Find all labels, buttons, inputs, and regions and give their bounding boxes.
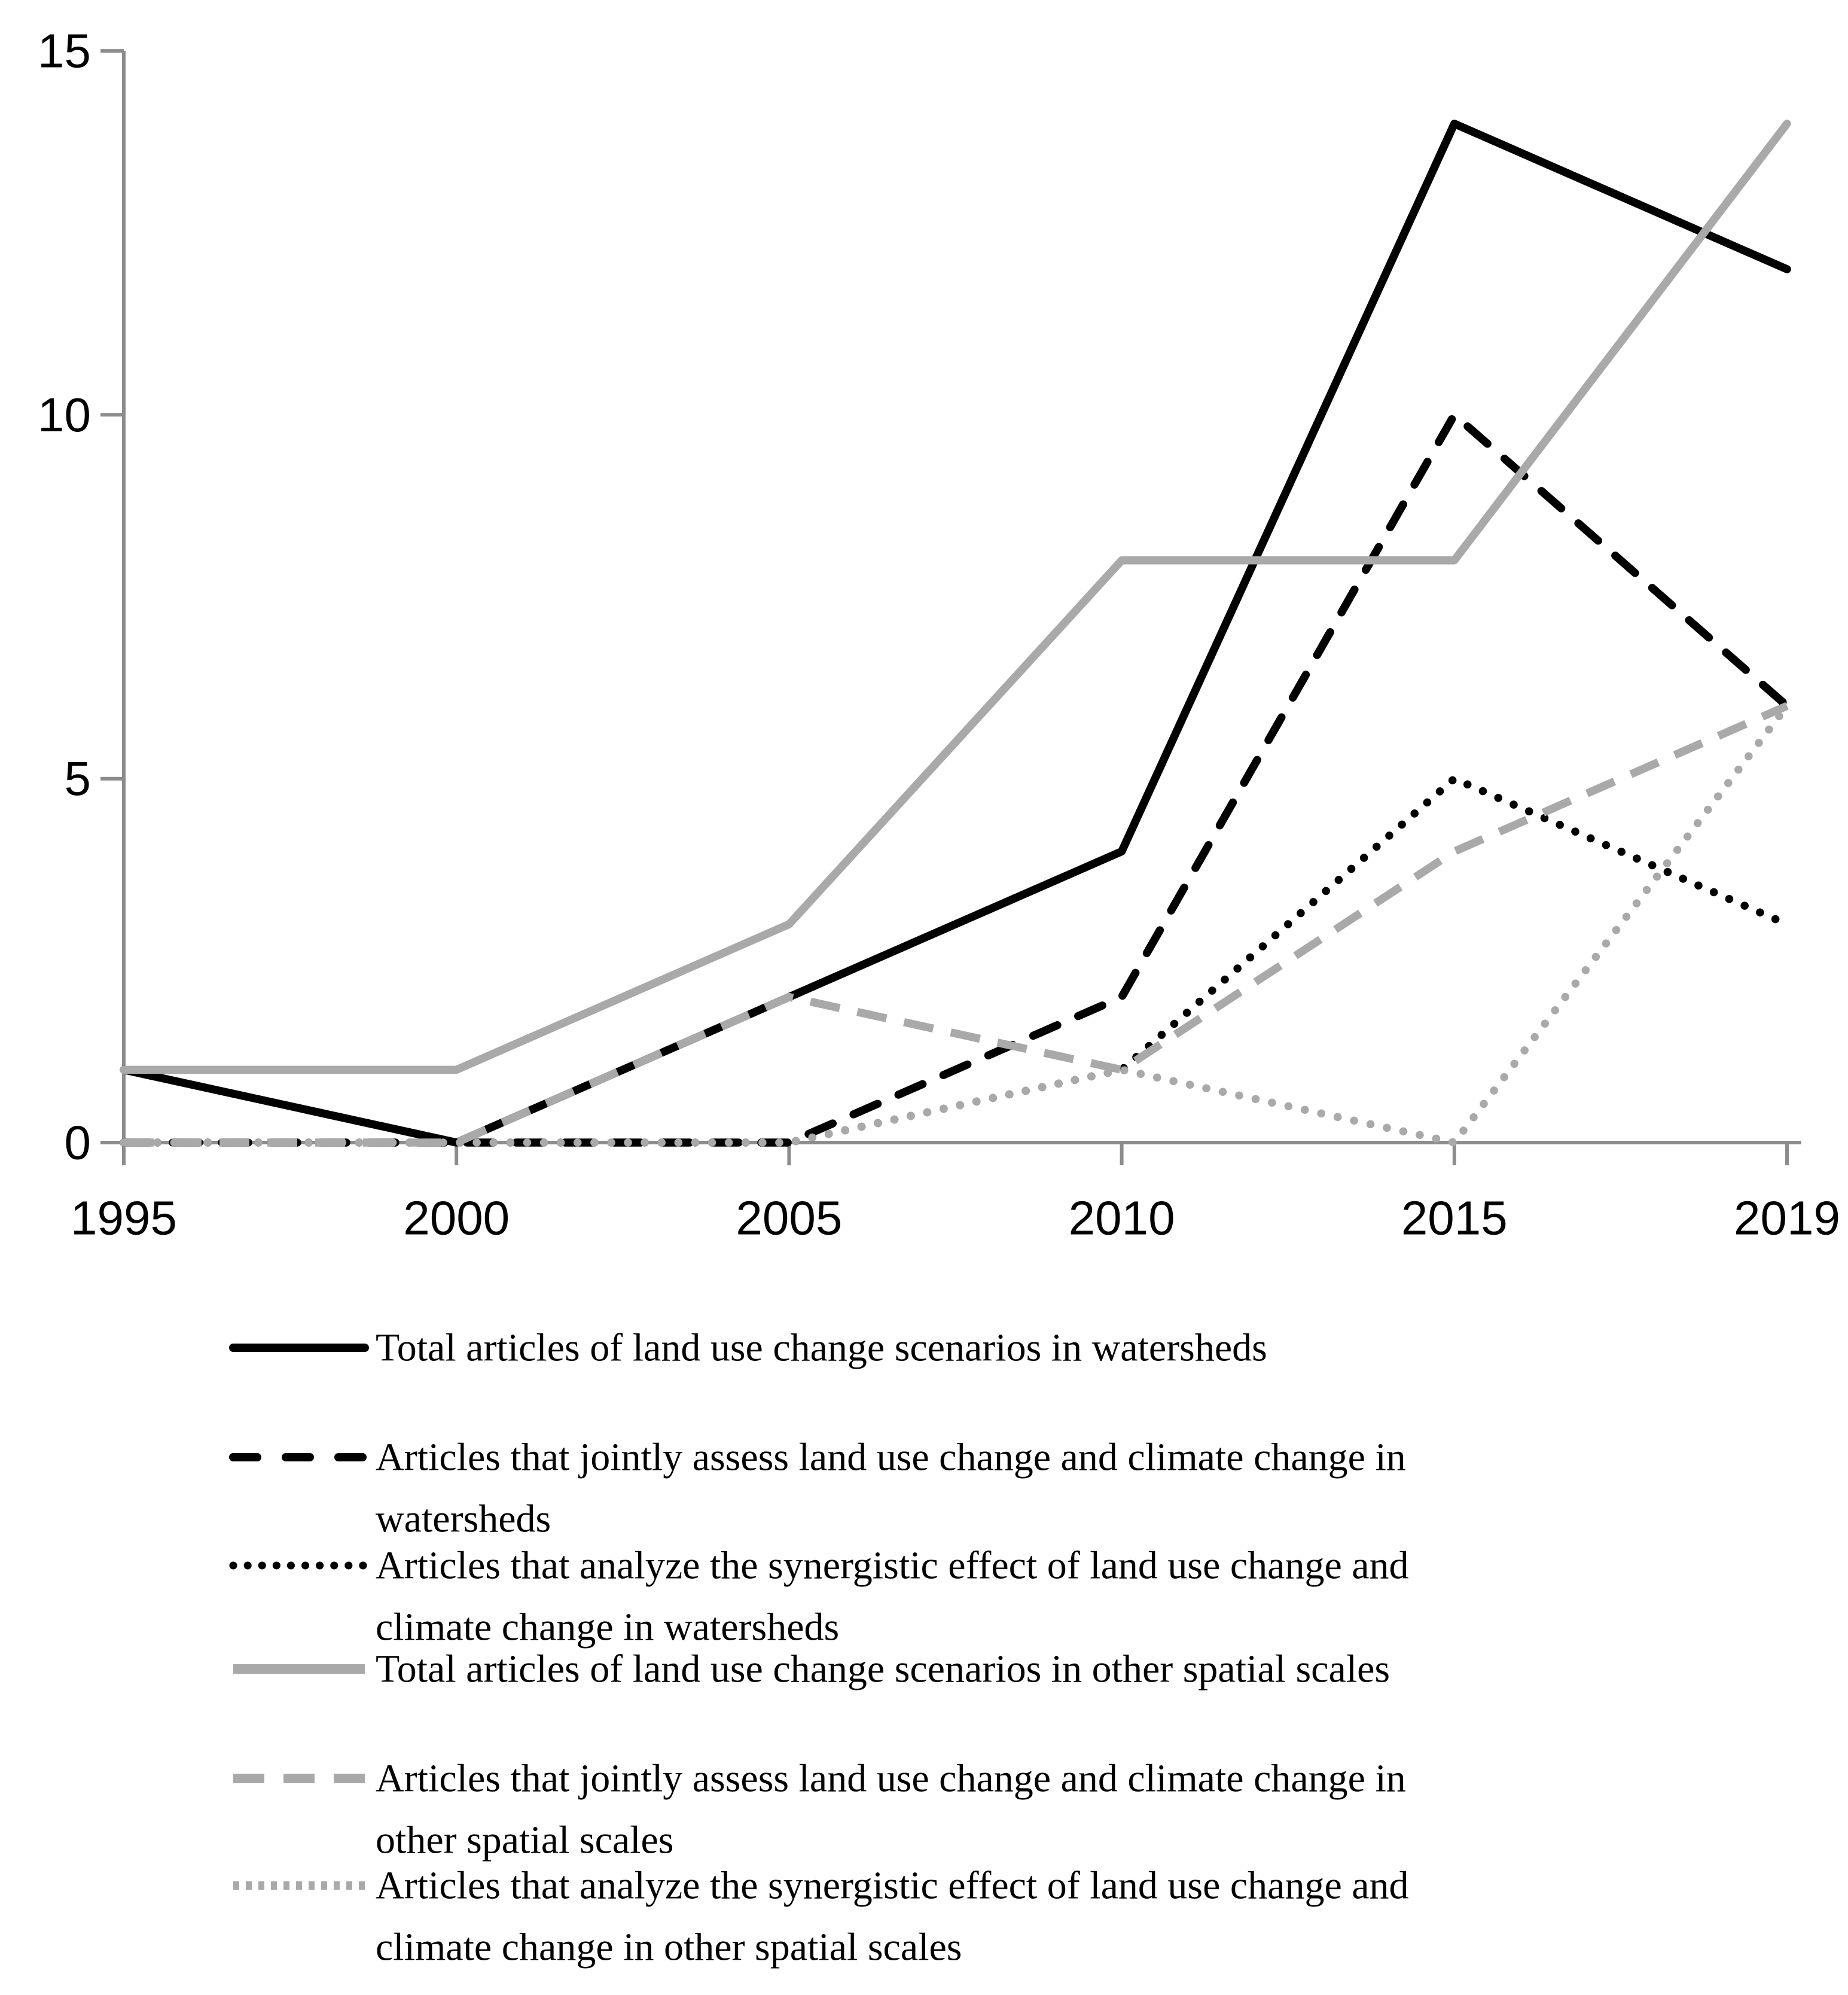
x-tick-label: 2010	[1069, 1192, 1175, 1245]
y-tick-label: 0	[65, 1116, 92, 1169]
legend-item-1: Articles that jointly assess land use ch…	[229, 1436, 1406, 1541]
legend-label: Articles that analyze the synergistic ef…	[376, 1864, 1409, 1908]
legend-item-5: Articles that analyze the synergistic ef…	[233, 1864, 1409, 1969]
x-tick-label: 2015	[1401, 1192, 1508, 1245]
legend-label: climate change in other spatial scales	[376, 1926, 962, 1969]
series-line-2	[120, 774, 1791, 1147]
series-lines	[120, 120, 1791, 1147]
x-tick-label: 2019	[1734, 1192, 1840, 1245]
y-tick-label: 10	[38, 388, 91, 441]
x-axis-labels: 1995 2000 2005 2010 2015 2019	[71, 1192, 1840, 1245]
x-tick-label: 2005	[736, 1192, 842, 1245]
y-axis-labels: 0 5 10 15	[38, 25, 91, 1169]
series-line-3	[120, 120, 1791, 1074]
y-tick-label: 15	[38, 25, 91, 78]
legend-label: climate change in watersheds	[376, 1606, 839, 1649]
x-tick-label: 1995	[71, 1192, 177, 1245]
series-line-4	[124, 702, 1789, 1147]
legend-item-2: Articles that analyze the synergistic ef…	[229, 1544, 1409, 1649]
legend-item-4: Articles that jointly assess land use ch…	[233, 1757, 1406, 1862]
series-line-1	[120, 410, 1791, 1147]
legend-label: Articles that jointly assess land use ch…	[376, 1757, 1406, 1801]
legend: Total articles of land use change scenar…	[229, 1326, 1409, 1969]
y-tick-label: 5	[65, 752, 92, 805]
legend-label: Articles that analyze the synergistic ef…	[376, 1544, 1409, 1588]
axes	[100, 49, 1801, 1165]
legend-label: Articles that jointly assess land use ch…	[376, 1436, 1406, 1479]
legend-label: Total articles of land use change scenar…	[376, 1326, 1267, 1370]
legend-item-0: Total articles of land use change scenar…	[229, 1326, 1267, 1370]
legend-label: Total articles of land use change scenar…	[376, 1647, 1390, 1691]
legend-item-3: Total articles of land use change scenar…	[233, 1647, 1390, 1691]
legend-label: watersheds	[376, 1497, 551, 1541]
series-line-0	[120, 120, 1791, 1147]
legend-label: other spatial scales	[376, 1819, 673, 1862]
x-tick-label: 2000	[403, 1192, 510, 1245]
